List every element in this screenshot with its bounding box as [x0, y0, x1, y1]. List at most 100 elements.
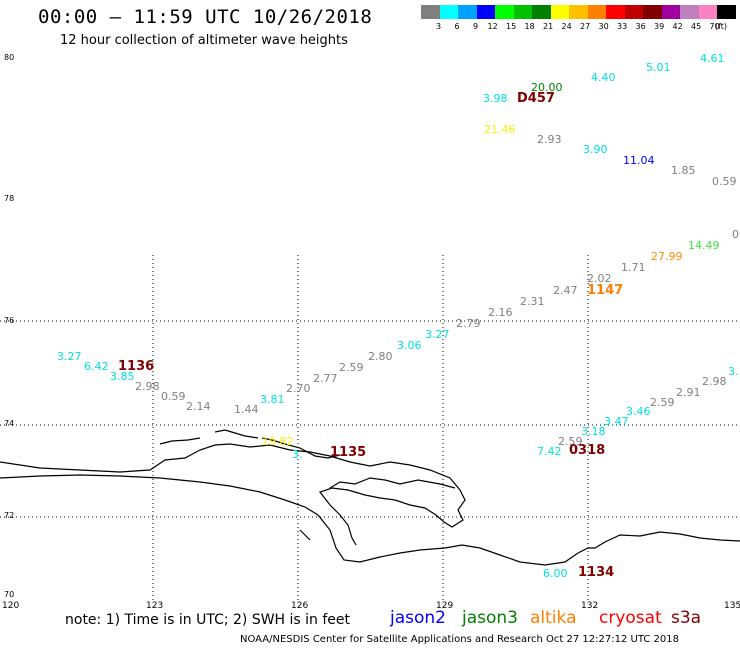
pass-time-label: 1136 [118, 359, 155, 374]
colorbar-label: 36 [635, 22, 646, 31]
wave-height-label: 3.06 [397, 339, 422, 352]
colorbar-swatch [643, 5, 662, 19]
colorbar-swatch [495, 5, 514, 19]
wave-height-label: 2.16 [488, 306, 513, 319]
wave-height-label: 7.42 [537, 445, 562, 458]
wave-height-label: 4.61 [700, 52, 725, 65]
wave-height-label: 3.81 [260, 393, 285, 406]
wave-height-label: 2.59 [558, 435, 583, 448]
colorbar-label: 39 [654, 22, 665, 31]
wave-height-label: 2.93 [537, 133, 562, 146]
colorbar-swatch [550, 5, 570, 19]
colorbar-unit: (ft) [715, 22, 728, 31]
y-tick-label: 70 [4, 590, 15, 599]
wave-height-label: 2.98 [702, 375, 727, 388]
wave-height-label: 0. [732, 228, 740, 241]
wave-height-label: 2.98 [135, 380, 160, 393]
colorbar-swatch [717, 5, 736, 19]
coastline [0, 429, 740, 566]
pass-time-label: 1134 [578, 565, 615, 580]
y-tick-label: 74 [4, 419, 15, 428]
colorbar-swatch [476, 5, 496, 19]
wave-height-label: 3. [728, 365, 739, 378]
wave-height-label: 3.47 [604, 415, 629, 428]
x-tick-label: 120 [2, 601, 20, 611]
colorbar-label: 9 [473, 22, 479, 31]
wave-height-label: 2.70 [286, 382, 311, 395]
wave-height-label: 27.99 [651, 250, 683, 263]
wave-height-label: 2.59 [339, 361, 364, 374]
colorbar-label: 6 [454, 22, 460, 31]
colorbar-swatch [421, 5, 440, 19]
legend-altika: altika [530, 608, 577, 628]
x-tick-label: 123 [146, 601, 164, 611]
wave-height-label: 3.90 [583, 143, 608, 156]
wave-height-label: 20.00 [531, 81, 563, 94]
wave-height-label: 6.42 [84, 360, 109, 373]
x-tick-label: 126 [291, 601, 309, 611]
legend-cryosat: cryosat [599, 608, 662, 628]
wave-height-label: 6.00 [543, 567, 568, 580]
wave-height-label: 2.31 [520, 295, 545, 308]
colorbar-swatch [606, 5, 625, 19]
wave-height-label: 1.85 [671, 164, 696, 177]
colorbar-swatch [569, 5, 588, 19]
colorbar-label: 15 [506, 22, 517, 31]
graticule [0, 255, 740, 600]
colorbar-label: 30 [598, 22, 609, 31]
pass-time-label: 1147 [587, 283, 624, 298]
colorbar-label: 24 [561, 22, 572, 31]
credit-line: NOAA/NESDIS Center for Satellite Applica… [240, 634, 679, 645]
wave-height-label: 3.46 [626, 405, 651, 418]
wave-height-label: 21.46 [484, 123, 516, 136]
colorbar-swatch [661, 5, 681, 19]
footnote: note: 1) Time is in UTC; 2) SWH is in fe… [65, 612, 351, 628]
legend-jason3: jason3 [462, 608, 518, 628]
wave-height-label: 2.91 [676, 386, 701, 399]
wave-height-label: 4.40 [591, 71, 616, 84]
wave-height-label: 1.71 [621, 261, 646, 274]
wave-height-label: 3.98 [483, 92, 508, 105]
wave-height-label: 11.04 [623, 154, 655, 167]
colorbar-swatch [458, 5, 477, 19]
wave-height-label: 14.49 [688, 239, 720, 252]
wave-height-label: 3. [292, 448, 303, 461]
x-tick-label: 132 [581, 601, 599, 611]
colorbar-swatch [513, 5, 533, 19]
wave-height-label: 5.01 [646, 61, 671, 74]
wave-height-label: 2.77 [313, 372, 338, 385]
colorbar-swatch [439, 5, 459, 19]
legend-jason2: jason2 [390, 608, 446, 628]
colorbar-swatch [532, 5, 551, 19]
wave-height-label: 2.79 [456, 317, 481, 330]
legend-s3a: s3a [671, 608, 702, 628]
wave-height-label: 2.47 [553, 284, 578, 297]
pass-time-label: D457 [517, 91, 555, 106]
x-tick-label: 129 [436, 601, 454, 611]
colorbar-swatch [680, 5, 699, 19]
colorbar-label: 27 [580, 22, 591, 31]
wave-height-label: 2.02 [587, 272, 612, 285]
page-title: 00:00 – 11:59 UTC 10/26/2018 [38, 6, 373, 28]
wave-height-label: 2.80 [368, 350, 393, 363]
wave-height-label: 0.59 [161, 390, 186, 403]
y-tick-label: 72 [4, 511, 15, 520]
wave-height-label: 3.18 [581, 425, 606, 438]
pass-time-label: 0318 [569, 443, 606, 458]
colorbar-label: 70 [709, 22, 720, 31]
colorbar-label: 18 [524, 22, 535, 31]
colorbar-swatch [698, 5, 718, 19]
wave-height-label: 3.85 [110, 370, 135, 383]
colorbar-label: 45 [691, 22, 702, 31]
wave-height-label: 0.59 [712, 175, 737, 188]
wave-height-label: 2.59 [650, 396, 675, 409]
colorbar-swatch [587, 5, 607, 19]
y-tick-label: 78 [4, 194, 15, 203]
x-tick-label: 135 [724, 601, 740, 611]
wave-height-label: 2.14 [186, 400, 211, 413]
colorbar-label: 3 [436, 22, 442, 31]
y-tick-label: 80 [4, 53, 15, 62]
colorbar-label: 21 [543, 22, 554, 31]
colorbar-label: 33 [617, 22, 628, 31]
